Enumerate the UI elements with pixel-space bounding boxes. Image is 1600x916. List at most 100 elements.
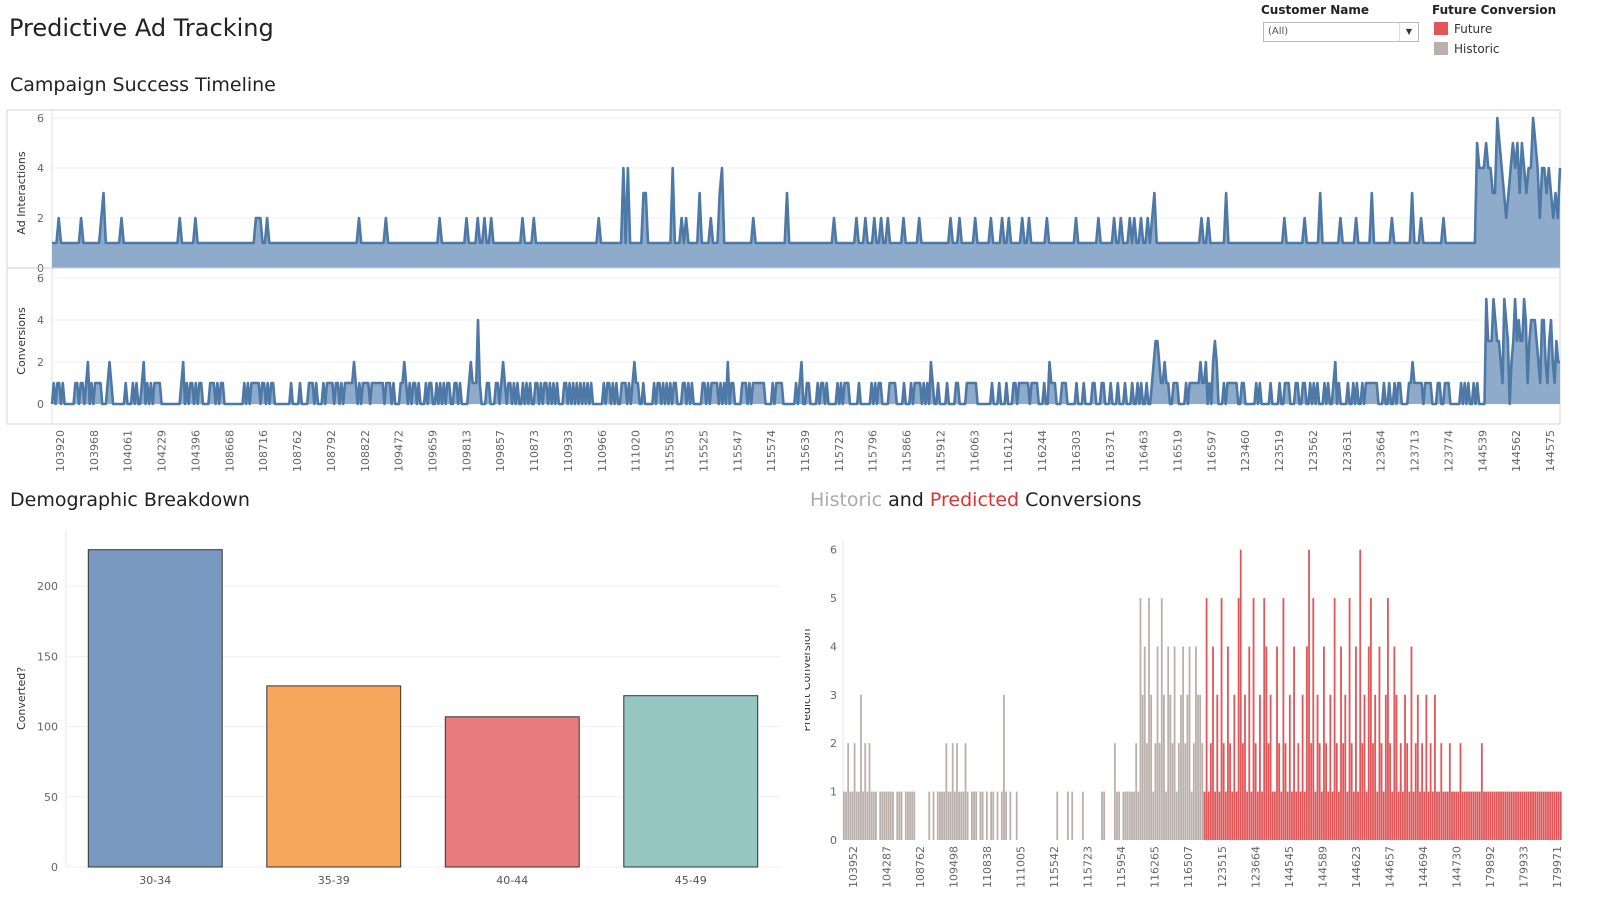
pred-bar-future [1500,791,1502,840]
pred-bar-future [1517,791,1520,840]
pred-x-tick: 104287 [881,846,894,888]
pred-bar-future [1540,791,1543,840]
pred-bar-future [1203,791,1206,840]
pred-bar-future [1316,694,1319,840]
pred-bar-future [1453,791,1455,840]
pred-bar-historic [1067,791,1069,840]
pred-bar-historic [962,791,965,840]
pred-bar-historic [1081,791,1084,840]
demo-bar-45-49 [623,695,759,868]
pred-bar-historic [1182,646,1185,840]
pred-bar-future [1495,791,1498,840]
pred-x-tick: 115542 [1048,846,1061,888]
pred-bar-future [1438,791,1441,840]
pred-bar-future [1519,791,1522,840]
pred-bar-future [1465,791,1468,840]
pred-bar-historic [960,791,963,840]
pred-bar-future [1506,791,1509,840]
pred-bar-future [1547,791,1549,840]
pred-bar-future [1382,791,1385,840]
pred-bar-future [1312,598,1315,840]
pred-y-axis-label: Predict Conversion [805,628,813,731]
pred-bar-future [1433,694,1436,840]
pred-bar-future [1455,791,1458,840]
pred-bar-historic [870,791,873,840]
pred-x-tick: 179971 [1551,846,1564,888]
timeline-x-tick: 144575 [1544,430,1557,472]
pred-bar-future [1470,791,1473,840]
timeline-x-tick: 115525 [697,430,710,472]
pred-bar-future [1485,791,1487,840]
pred-bar-historic [1133,791,1135,840]
pred-bar-future [1536,791,1539,840]
timeline-y-tick: 2 [37,356,44,369]
demo-bar-30-34 [87,549,223,868]
pred-x-tick: 179933 [1517,846,1530,888]
pred-bar-historic [855,791,858,840]
pred-bar-historic [847,743,850,840]
pred-bar-future [1440,743,1443,840]
demo-x-tick: 30-34 [139,874,171,887]
timeline-x-tick: 144562 [1510,430,1523,472]
timeline-line-conversions [50,297,1560,406]
pred-bar-future [1333,598,1336,840]
pred-bar-future [1241,743,1244,840]
pred-x-tick: 144623 [1350,846,1363,888]
pred-bar-historic [1184,743,1187,840]
pred-bar-future [1331,791,1334,840]
pred-bar-future [1551,791,1554,840]
pred-y-tick: 4 [830,640,837,653]
pred-bar-historic [849,791,852,840]
pred-bar-future [1521,791,1524,840]
timeline-line-ad-interactions [52,116,1562,245]
timeline-x-tick: 116303 [1070,430,1083,472]
legend-item-future[interactable]: Future [1434,22,1492,36]
pred-bar-future [1404,694,1406,840]
pred-x-tick: 144589 [1316,846,1329,888]
timeline-x-tick: 144539 [1476,430,1489,472]
pred-bar-future [1372,743,1374,840]
demo-x-tick: 45-49 [675,874,707,887]
pred-bar-future [1527,791,1530,840]
demo-y-tick: 0 [51,861,58,874]
pred-bar-future [1355,646,1357,840]
timeline-x-tick: 104229 [156,430,169,472]
pred-bar-historic [966,791,969,840]
pred-bar-historic [1118,791,1121,840]
timeline-x-tick: 115723 [833,430,846,472]
pred-bar-future [1244,694,1246,840]
timeline-area-ad-interactions [52,118,1560,268]
pred-bar-future [1261,791,1263,840]
timeline-y-axis-label: Conversions [15,307,28,375]
pred-bar-historic [872,791,875,840]
pred-bar-future [1489,791,1492,840]
demographic-bar-chart[interactable]: 0 50 100 150 200 30-34 35-39 40-44 45-49 Converte… [0,530,800,910]
chevron-down-icon[interactable]: ▼ [1399,23,1418,41]
pred-bar-historic [979,791,982,840]
timeline-x-tick: 123519 [1273,430,1286,472]
pred-bar-future [1542,791,1545,840]
pred-bar-future [1359,549,1362,840]
pred-bar-future [1239,549,1242,840]
demo-x-tick: 40-44 [496,874,528,887]
predicted-conversions-chart[interactable]: 0 1 2 3 4 5 6 103952 104287 108762 109498 110838 111… [805,540,1600,916]
pred-bar-historic [985,791,988,840]
pred-bar-historic [1180,694,1182,840]
pred-bar-future [1487,791,1490,840]
legend-item-historic[interactable]: Historic [1434,42,1500,56]
pred-bar-historic [1128,791,1131,840]
pred-bar-future [1374,694,1377,840]
pred-bar-future [1216,694,1219,840]
pred-bar-historic [907,791,909,840]
pred-bar-future [1231,791,1234,840]
customer-name-dropdown[interactable]: (All) ▼ [1263,22,1419,42]
pred-bar-future [1348,598,1351,840]
campaign-timeline-chart[interactable]: 0246Ad Interactions0246Conversions103920… [0,108,1600,480]
pred-bar-future [1410,646,1413,840]
pred-bar-future [1395,694,1398,840]
pred-bar-historic [973,791,975,840]
pred-bar-future [1273,791,1276,840]
pred-bar-future [1269,694,1272,840]
pred-bar-historic [889,791,892,840]
pred-bar-historic [1167,646,1170,840]
